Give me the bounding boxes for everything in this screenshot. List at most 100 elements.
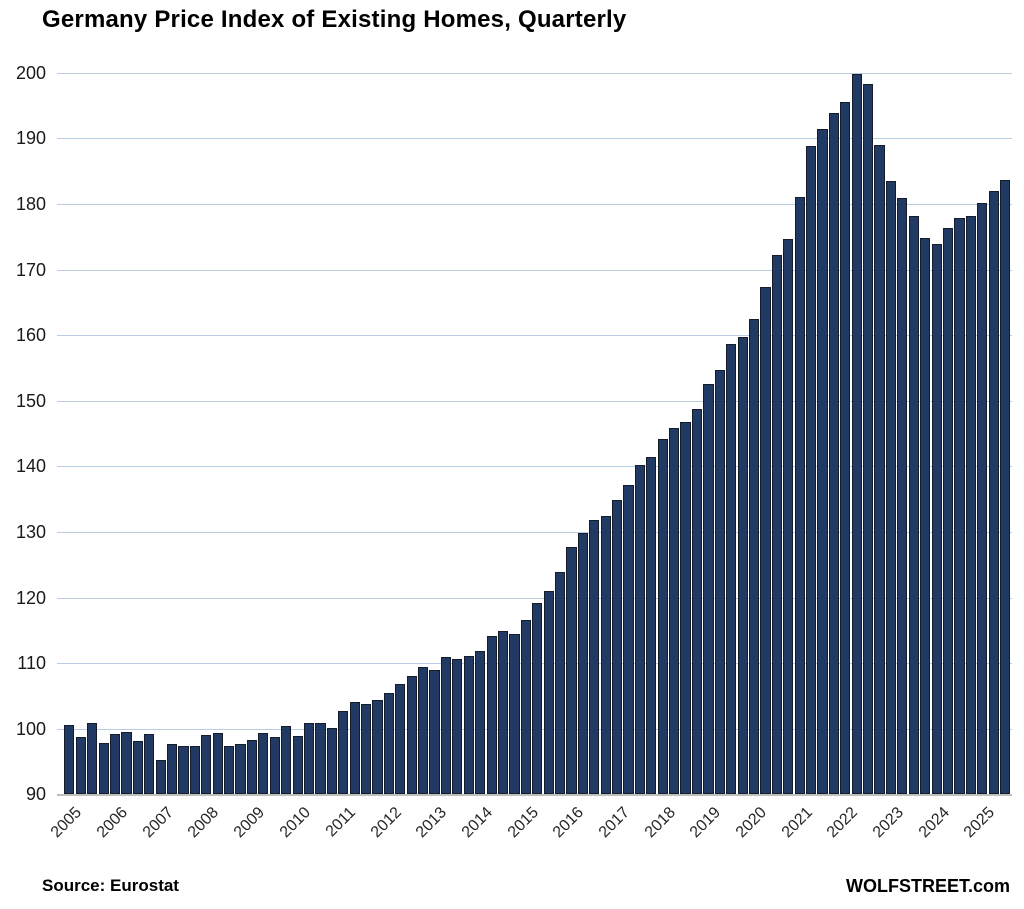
bar-2006-Q2 [121,731,132,795]
y-axis-tick-label: 190 [15,128,46,149]
bar-2005-Q3 [87,722,98,795]
gridline [57,203,1012,205]
bar-2009-Q2 [258,732,269,795]
bar-2010-Q3 [315,723,326,795]
bar-2022-Q1 [840,101,851,795]
x-axis-year-label: 2025 [961,804,999,842]
bar-2007-Q1 [155,759,166,795]
bar-2011-Q2 [349,701,360,795]
x-axis-year-label: 2023 [869,804,907,842]
bar-2021-Q3 [817,129,828,795]
y-axis-tick-label: 120 [15,587,46,608]
x-axis-year-label: 2011 [322,804,360,841]
bar-2022-Q3 [863,83,874,795]
bar-2025-Q2 [988,191,999,795]
y-axis-tick-label: 200 [15,62,46,83]
bar-2016-Q1 [566,546,577,795]
gridline [57,597,1012,599]
bar-2019-Q3 [726,344,737,795]
bar-2008-Q3 [224,745,235,795]
x-axis-year-label: 2005 [48,804,86,842]
bar-2015-Q4 [554,571,566,795]
x-axis-year-label: 2019 [687,804,725,842]
bar-2015-Q3 [543,590,554,795]
bar-2005-Q1 [64,725,75,795]
bar-2008-Q1 [201,735,212,795]
bar-2023-Q2 [897,197,908,795]
gridline [57,72,1012,74]
bar-2014-Q3 [497,630,509,795]
bar-2012-Q1 [383,693,394,795]
x-axis-line [57,794,1012,797]
gridline [57,400,1012,402]
y-axis-tick-label: 160 [15,325,46,346]
bar-2006-Q1 [109,733,121,795]
bar-2020-Q4 [783,239,794,795]
x-axis-year-label: 2022 [824,804,862,842]
gridline [57,466,1012,468]
bar-2008-Q2 [212,733,223,795]
bar-2023-Q3 [908,215,919,795]
gridline [57,335,1012,337]
bar-2016-Q4 [600,516,611,795]
x-axis-year-label: 2010 [276,804,314,842]
y-axis-tick-label: 150 [15,390,46,411]
bar-2014-Q1 [475,651,486,795]
bar-2005-Q4 [98,743,109,795]
bar-2025-Q3 [1000,179,1011,795]
bar-2010-Q1 [292,735,303,795]
x-axis-year-label: 2020 [732,804,770,842]
bar-2024-Q2 [942,227,954,795]
bar-2024-Q4 [965,215,976,795]
bar-2017-Q2 [623,484,634,795]
x-axis-year-label: 2015 [504,804,542,842]
bar-2018-Q1 [657,439,668,795]
y-axis-tick-label: 130 [15,521,46,542]
gridline [57,269,1012,271]
bar-2013-Q4 [463,655,474,795]
bar-2009-Q4 [281,726,292,795]
bar-2018-Q3 [680,421,691,795]
bar-2005-Q2 [75,737,86,795]
bar-2012-Q3 [406,676,417,795]
bar-2019-Q1 [703,384,714,795]
gridline [57,531,1012,533]
bar-2017-Q1 [612,499,623,795]
x-axis-year-label: 2007 [139,804,177,842]
x-axis-year-label: 2006 [93,804,131,842]
bar-2022-Q2 [851,74,862,795]
x-axis-year-label: 2014 [458,804,497,842]
bar-2022-Q4 [874,144,885,795]
bar-2023-Q4 [920,238,931,795]
bar-2018-Q4 [691,408,703,795]
bar-2020-Q2 [760,286,771,795]
bar-2010-Q4 [326,728,337,795]
bar-2007-Q2 [166,744,178,795]
x-axis-year-label: 2009 [230,804,268,842]
y-axis-tick-label: 110 [17,653,46,674]
y-axis-tick-label: 170 [15,259,46,280]
bar-2021-Q4 [828,113,840,795]
x-axis-year-label: 2021 [778,804,816,842]
chart-title: Germany Price Index of Existing Homes, Q… [42,6,627,33]
bar-2023-Q1 [885,180,897,795]
bar-2014-Q2 [486,636,497,795]
x-axis-year-label: 2008 [185,804,223,842]
y-axis-tick-label: 180 [15,193,46,214]
bar-2011-Q1 [338,710,349,795]
bar-2009-Q3 [269,736,280,795]
x-axis-year-label: 2024 [915,804,953,842]
source-note: Source: Eurostat [42,876,179,895]
bar-2015-Q2 [532,602,543,795]
bar-2019-Q4 [737,337,748,795]
x-axis-year-label: 2018 [641,804,679,842]
bar-2013-Q3 [452,658,463,795]
bar-2021-Q1 [794,196,805,795]
bar-2015-Q1 [520,619,531,795]
bar-2013-Q2 [440,656,452,795]
bar-2020-Q1 [748,319,760,795]
bar-2006-Q3 [132,740,143,795]
x-axis-year-label: 2016 [550,804,588,842]
bar-2013-Q1 [429,670,440,795]
